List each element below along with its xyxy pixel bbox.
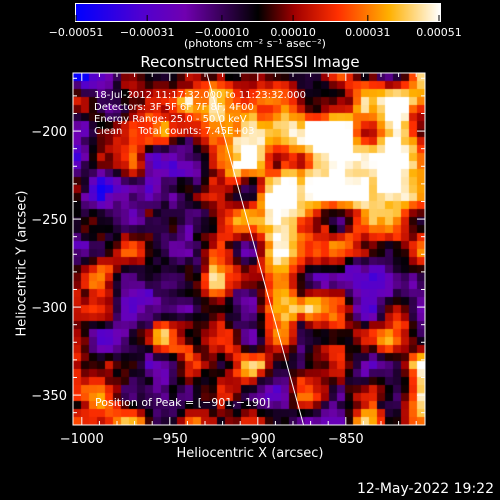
x-tick-label: −1000 bbox=[60, 432, 104, 447]
info-time-range: 18-Jul-2012 11:17:32.000 to 11:23:32.000 bbox=[94, 90, 306, 101]
info-box: 18-Jul-2012 11:17:32.000 to 11:23:32.000… bbox=[94, 90, 306, 138]
y-axis-label: Heliocentric Y (arcsec) bbox=[14, 190, 30, 337]
colorbar-ticks: −0.00051 −0.00031 −0.00010 0.00010 0.00031 0.… bbox=[49, 15, 462, 39]
colorbar-tick-label: 0.00031 bbox=[345, 26, 391, 39]
colorbar bbox=[75, 3, 441, 22]
info-detectors: Detectors: 3F 5F 6F 7F 8F, 4F00 bbox=[94, 102, 254, 113]
chart-title: Reconstructed RHESSI Image bbox=[140, 53, 360, 71]
x-axis-label: Heliocentric X (arcsec) bbox=[176, 446, 324, 461]
colorbar-tick-label: −0.00031 bbox=[120, 26, 175, 39]
solar-limb-line bbox=[206, 72, 305, 426]
y-tick-label: −200 bbox=[31, 125, 67, 140]
info-energy-range: Energy Range: 25.0 - 50.0 keV bbox=[94, 114, 247, 125]
peak-position-label: Position of Peak = [−901,−190] bbox=[95, 396, 271, 409]
x-tick-label: −950 bbox=[152, 432, 188, 447]
colorbar-tick-label: 0.00010 bbox=[270, 26, 316, 39]
heatmap-image bbox=[73, 73, 425, 425]
colorbar-tick-label: 0.00051 bbox=[416, 26, 462, 39]
timestamp: 12-May-2022 19:22 bbox=[356, 481, 494, 497]
info-total-counts: Clean Total counts: 7.45E+03 bbox=[94, 126, 255, 137]
plot-frame bbox=[72, 72, 426, 426]
x-tick-label: −900 bbox=[240, 432, 276, 447]
colorbar-tick-label: −0.00010 bbox=[195, 26, 250, 39]
y-tick-label: −300 bbox=[31, 301, 67, 316]
y-tick-label: −250 bbox=[31, 213, 67, 228]
colorbar-gradient bbox=[76, 4, 440, 21]
colorbar-tick-label: −0.00051 bbox=[49, 26, 104, 39]
x-tick-label: −850 bbox=[328, 432, 364, 447]
colorbar-unit-label: (photons cm⁻² s⁻¹ asec⁻²) bbox=[184, 37, 326, 50]
y-tick-label: −350 bbox=[31, 389, 67, 404]
